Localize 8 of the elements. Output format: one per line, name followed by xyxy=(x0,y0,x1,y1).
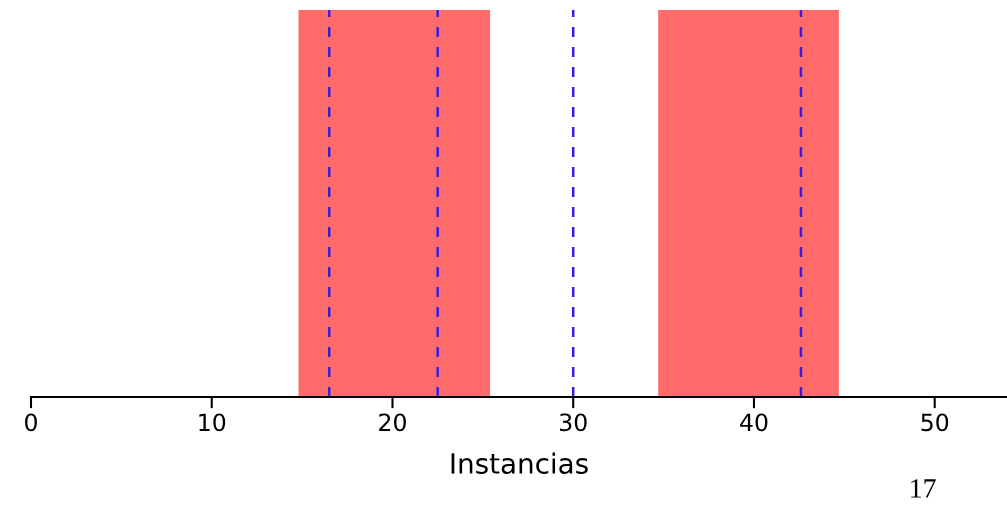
annotation: 17 xyxy=(911,479,936,498)
x-tick-label: 0 xyxy=(25,413,37,432)
x-tick-label: 50 xyxy=(921,413,949,432)
x-tick-label: 20 xyxy=(379,413,406,432)
x-tick-label: 30 xyxy=(560,413,587,432)
x-tick-label: 10 xyxy=(199,413,226,432)
x-axis-title: Instancias xyxy=(451,452,588,474)
x-tick-label: 40 xyxy=(740,413,768,432)
